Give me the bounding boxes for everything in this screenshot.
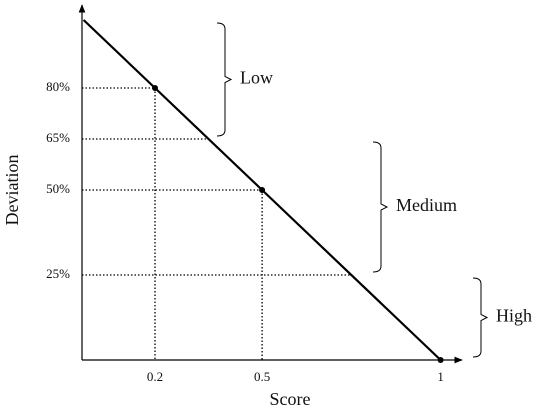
y-tick-label: 25%	[46, 266, 70, 281]
point	[152, 85, 158, 91]
band-label: Low	[240, 68, 273, 88]
bracket	[372, 141, 389, 273]
bracket	[472, 277, 489, 358]
point	[437, 357, 444, 363]
x-tick-label: 0.2	[147, 369, 163, 384]
x-tick-label: 1	[437, 369, 444, 384]
y-tick-label: 50%	[46, 181, 70, 196]
x-tick-label: 0.5	[254, 369, 270, 384]
y-axis-title: Deviation	[2, 155, 22, 226]
point	[259, 187, 266, 193]
y-tick-label: 65%	[46, 130, 70, 145]
band-label: Medium	[396, 195, 457, 215]
bracket	[216, 22, 233, 137]
line	[82, 19, 442, 361]
y-tick-label: 80%	[46, 79, 70, 94]
x-axis-title: Score	[270, 389, 311, 409]
band-label: High	[496, 306, 532, 326]
